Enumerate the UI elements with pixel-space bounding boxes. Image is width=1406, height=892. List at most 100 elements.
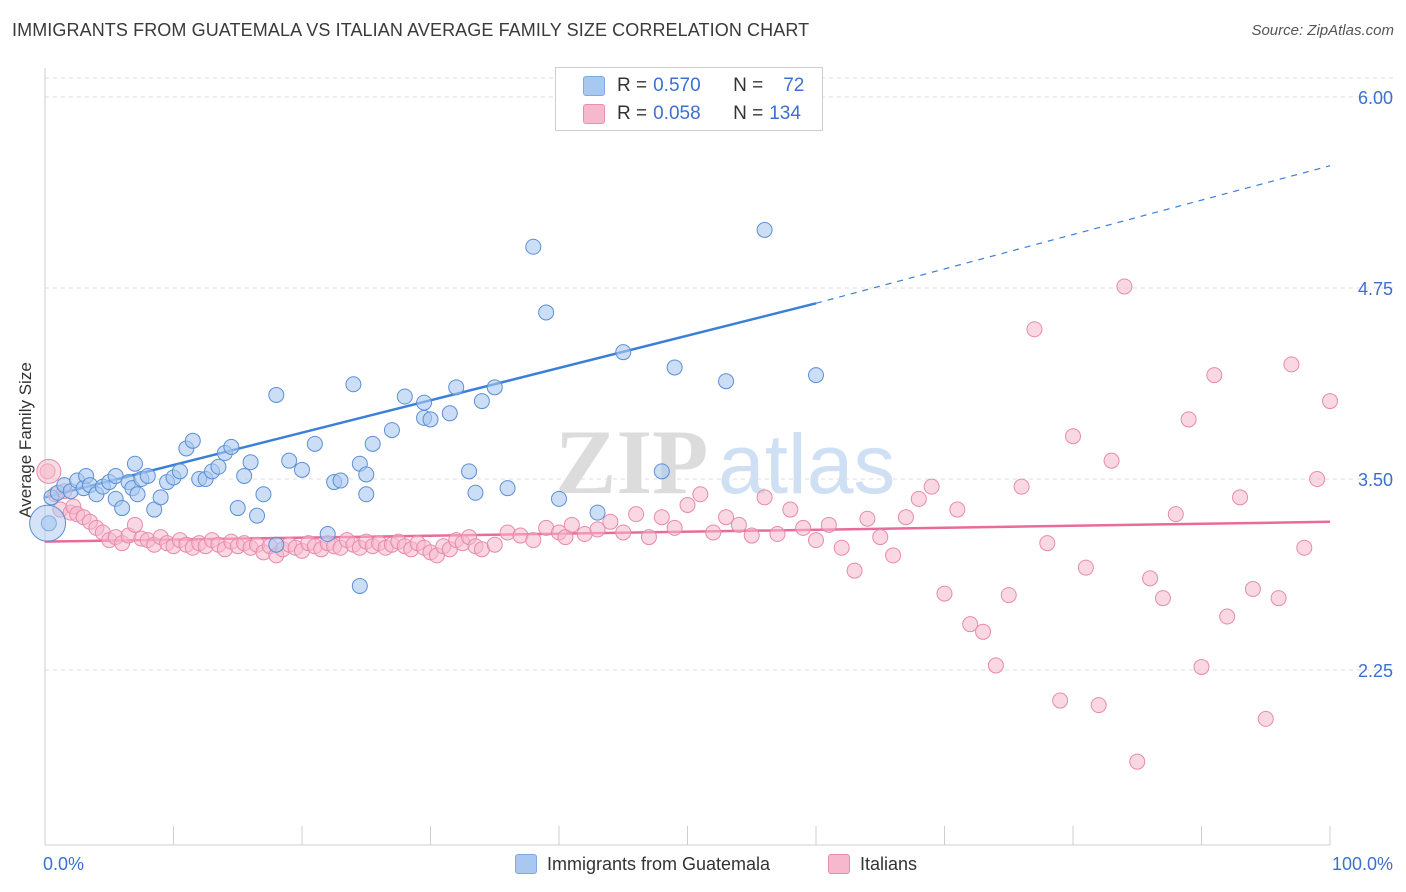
data-point-italians: [910, 490, 927, 507]
data-point-italians: [795, 519, 812, 536]
data-point-italians: [705, 524, 722, 541]
legend-r-value: 0.570: [653, 75, 701, 96]
data-point-guatemala: [281, 452, 298, 469]
data-point-italians: [615, 524, 632, 541]
data-point-italians: [833, 539, 850, 556]
data-point-italians: [525, 532, 542, 549]
data-point-guatemala: [223, 438, 240, 455]
data-point-italians: [1026, 321, 1043, 338]
data-point-italians: [1206, 367, 1223, 384]
data-point-italians: [782, 501, 799, 518]
legend-n-label: N =: [733, 103, 764, 124]
x-tick-label: 100.0%: [1332, 854, 1393, 874]
data-point-guatemala: [114, 500, 131, 517]
chart-title: IMMIGRANTS FROM GUATEMALA VS ITALIAN AVE…: [12, 20, 810, 40]
data-point-italians: [846, 562, 863, 579]
bottom-legend-swatch-pink: [828, 854, 850, 874]
data-point-guatemala: [255, 486, 272, 503]
data-point-italians: [718, 509, 735, 526]
data-point-italians: [1039, 535, 1056, 552]
data-point-italians: [808, 532, 824, 549]
watermark-zip: ZIP: [555, 411, 708, 513]
y-tick-label: 2.25: [1358, 661, 1393, 681]
data-point-guatemala: [358, 486, 375, 503]
data-point-italians: [692, 486, 709, 503]
data-point-italians: [1052, 692, 1069, 709]
data-point-italians: [756, 489, 773, 506]
data-point-guatemala: [268, 386, 285, 403]
data-point-guatemala: [538, 304, 555, 321]
data-point-italians: [679, 496, 696, 513]
bottom-legend-label-italians: Italians: [860, 853, 918, 874]
data-point-italians: [820, 516, 837, 533]
data-point-guatemala: [441, 405, 458, 422]
guatemala-points: [29, 221, 824, 594]
data-point-italians: [1000, 587, 1017, 604]
data-point-italians: [730, 516, 747, 533]
data-point-guatemala: [499, 480, 516, 497]
data-point-italians: [628, 506, 645, 523]
legend-swatch-pink: [583, 104, 605, 124]
data-point-guatemala: [268, 536, 285, 553]
data-point-guatemala: [306, 435, 323, 452]
data-point-guatemala: [236, 467, 253, 484]
data-point-guatemala: [589, 504, 606, 521]
data-point-italians: [923, 478, 940, 495]
data-point-guatemala: [756, 221, 773, 238]
data-point-italians: [1283, 356, 1300, 373]
guatemala-trend-extension: [815, 165, 1331, 304]
data-point-guatemala: [364, 435, 381, 452]
data-point-italians-large: [36, 458, 62, 484]
data-point-guatemala: [653, 463, 670, 480]
bottom-legend-label-guatemala: Immigrants from Guatemala: [547, 853, 771, 874]
data-point-guatemala: [473, 393, 490, 410]
data-point-guatemala: [139, 467, 156, 484]
data-point-guatemala: [615, 344, 632, 361]
data-point-italians: [653, 509, 670, 526]
data-point-italians: [1129, 753, 1146, 770]
legend-r-label: R =: [617, 103, 648, 124]
data-point-guatemala: [416, 394, 433, 411]
data-point-guatemala: [345, 376, 362, 393]
data-point-guatemala: [351, 577, 368, 594]
bottom-legend-italians: Italians: [828, 852, 917, 876]
data-point-italians: [949, 501, 966, 518]
data-point-italians: [1103, 452, 1120, 469]
data-point-italians: [859, 510, 876, 527]
data-point-guatemala: [467, 484, 484, 501]
legend-row-italians: R = 0.058 N = 134: [556, 101, 801, 127]
data-point-guatemala: [666, 359, 683, 376]
data-point-italians: [1244, 581, 1261, 598]
data-point-guatemala: [718, 373, 735, 390]
data-point-italians: [1154, 590, 1171, 607]
legend-n-value: 134: [769, 103, 801, 124]
data-point-italians: [1219, 608, 1236, 625]
data-point-italians: [1180, 411, 1197, 428]
data-point-guatemala: [525, 238, 542, 255]
data-point-italians: [640, 529, 657, 546]
data-point-guatemala: [808, 367, 824, 384]
legend-swatch-blue: [583, 76, 605, 96]
data-point-italians: [486, 536, 503, 553]
italians-points: [36, 278, 1338, 770]
bottom-legend-swatch-blue: [515, 854, 537, 874]
data-point-italians: [1193, 658, 1210, 675]
data-point-italians: [1065, 428, 1081, 445]
data-point-guatemala: [107, 467, 124, 484]
y-tick-label: 3.50: [1358, 470, 1393, 490]
data-point-italians: [1013, 478, 1030, 495]
data-point-italians: [975, 623, 992, 640]
data-point-guatemala: [152, 489, 169, 506]
legend-r-label: R =: [617, 75, 648, 96]
data-point-italians: [1257, 710, 1274, 727]
legend-n-value: 72: [783, 75, 805, 96]
axes: [44, 68, 1331, 846]
data-point-italians: [962, 616, 979, 633]
legend-row-guatemala: R = 0.570 N = 72: [556, 73, 804, 99]
data-point-italians: [1142, 570, 1159, 587]
gridlines: [45, 77, 1395, 671]
data-point-guatemala: [129, 486, 146, 503]
data-point-italians: [897, 509, 914, 526]
legend-r-value: 0.058: [653, 103, 701, 124]
